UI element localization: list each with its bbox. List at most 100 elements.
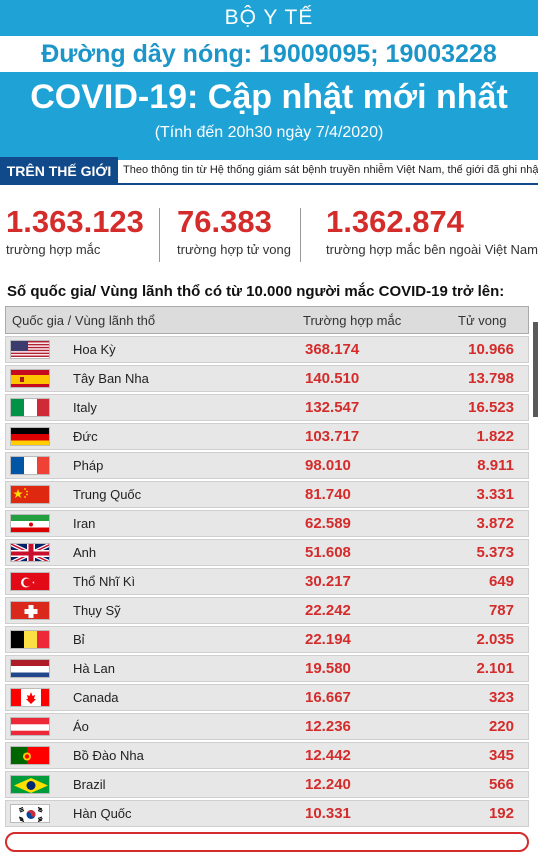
table-row: Bỉ 22.194 2.035 <box>5 626 529 653</box>
table-row: Iran 62.589 3.872 <box>5 510 529 537</box>
world-description: Theo thông tin từ Hệ thống giám sát bệnh… <box>123 164 538 176</box>
table-row: Canada 16.667 323 <box>5 684 529 711</box>
deaths-value: 323 <box>488 689 514 706</box>
canada-flag <box>10 688 50 707</box>
table-row: Pháp 98.010 8.911 <box>5 452 529 479</box>
table-row: Brazil 12.240 566 <box>5 771 529 798</box>
cases-value: 368.174 <box>305 341 360 358</box>
country-name: Canada <box>73 690 119 705</box>
deaths-value: 10.966 <box>468 341 514 358</box>
table-row: Trung Quốc 81.740 3.331 <box>5 481 529 508</box>
deaths-value: 566 <box>488 776 514 793</box>
table-row: Anh 51.608 5.373 <box>5 539 529 566</box>
countries-table: Quốc gia / Vùng lãnh thổ Trường hợp mắc … <box>5 306 529 827</box>
cases-value: 140.510 <box>305 370 360 387</box>
germany-flag <box>10 427 50 446</box>
deaths-value: 787 <box>488 602 514 619</box>
china-flag <box>10 485 50 504</box>
cases-value: 30.217 <box>305 573 351 590</box>
table-row: Thụy Sỹ 22.242 787 <box>5 597 529 624</box>
hotline-text: Đường dây nóng: 19009095; 19003228 <box>41 40 497 68</box>
table-row: Áo 12.236 220 <box>5 713 529 740</box>
update-date: (Tính đến 20h30 ngày 7/4/2020) <box>154 124 384 141</box>
spain-flag <box>10 369 50 388</box>
table-row: Hàn Quốc 10.331 192 <box>5 800 529 827</box>
country-name: Thụy Sỹ <box>73 603 121 618</box>
ministry-name: BỘ Y TẾ <box>224 6 314 29</box>
country-name: Áo <box>73 719 89 734</box>
table-body: Hoa Kỳ 368.174 10.966 Tây Ban Nha 140.510 13.… <box>5 336 529 827</box>
deaths-value: 649 <box>488 573 514 590</box>
stat-cases-outside-vietnam: 1.362.874 trường hợp mắc bên ngoài Việt … <box>326 204 538 257</box>
stat-label: trường hợp mắc bên ngoài Việt Nam <box>326 242 538 257</box>
deaths-value: 8.911 <box>477 457 514 474</box>
stat-value: 76.383 <box>177 204 272 239</box>
portugal-flag <box>10 746 50 765</box>
country-name: Hoa Kỳ <box>73 342 116 357</box>
south-korea-flag <box>10 804 50 823</box>
header-deaths: Tử vong <box>458 313 507 328</box>
deaths-value: 220 <box>488 718 514 735</box>
cases-value: 12.442 <box>305 747 351 764</box>
country-name: Đức <box>73 429 98 444</box>
table-row: Hoa Kỳ 368.174 10.966 <box>5 336 529 363</box>
deaths-value: 13.798 <box>468 370 514 387</box>
table-row: Đức 103.717 1.822 <box>5 423 529 450</box>
section-underline <box>118 183 538 185</box>
deaths-value: 3.872 <box>476 515 514 532</box>
header-banner: BỘ Y TẾ Đường dây nóng: 19009095; 190032… <box>0 0 538 160</box>
iran-flag <box>10 514 50 533</box>
deaths-value: 16.523 <box>468 399 514 416</box>
table-row: Tây Ban Nha 140.510 13.798 <box>5 365 529 392</box>
table-row: Italy 132.547 16.523 <box>5 394 529 421</box>
cases-value: 132.547 <box>305 399 360 416</box>
stat-divider <box>159 208 160 262</box>
netherlands-flag <box>10 659 50 678</box>
cases-value: 12.236 <box>305 718 351 735</box>
stat-label: trường hợp tử vong <box>177 242 291 257</box>
country-name: Hà Lan <box>73 661 115 676</box>
page-title: COVID-19: Cập nhật mới nhất <box>30 78 508 116</box>
deaths-value: 2.101 <box>476 660 514 677</box>
world-section-tag: TRÊN THẾ GIỚI <box>0 157 118 185</box>
country-name: Bồ Đào Nha <box>73 748 144 763</box>
country-name: Tây Ban Nha <box>73 371 149 386</box>
header-cases: Trường hợp mắc <box>303 313 402 328</box>
country-name: Pháp <box>73 458 104 473</box>
cases-value: 19.580 <box>305 660 351 677</box>
cases-value: 10.331 <box>305 805 351 822</box>
deaths-value: 192 <box>488 805 514 822</box>
country-name: Italy <box>73 400 97 415</box>
hotline-band <box>0 36 538 72</box>
deaths-value: 3.331 <box>476 486 514 503</box>
country-name: Anh <box>73 545 97 560</box>
deaths-value: 1.822 <box>476 428 514 445</box>
brazil-flag <box>10 775 50 794</box>
table-row: Thổ Nhĩ Kì 30.217 649 <box>5 568 529 595</box>
deaths-value: 345 <box>488 747 514 764</box>
cases-value: 62.589 <box>305 515 351 532</box>
france-flag <box>10 456 50 475</box>
stat-divider <box>300 208 301 262</box>
stat-deaths: 76.383 trường hợp tử vong <box>177 204 291 257</box>
usa-flag <box>10 340 50 359</box>
cases-value: 12.240 <box>305 776 351 793</box>
table-row: Hà Lan 19.580 2.101 <box>5 655 529 682</box>
header-country: Quốc gia / Vùng lãnh thổ <box>12 313 156 328</box>
cases-value: 22.194 <box>305 631 351 648</box>
country-name: Trung Quốc <box>73 487 142 502</box>
italy-flag <box>10 398 50 417</box>
austria-flag <box>10 717 50 736</box>
belgium-flag <box>10 630 50 649</box>
cases-value: 51.608 <box>305 544 351 561</box>
table-row: Bồ Đào Nha 12.442 345 <box>5 742 529 769</box>
switzerland-flag <box>10 601 50 620</box>
bottom-frame <box>5 832 529 852</box>
turkey-flag <box>10 572 50 591</box>
scrollbar[interactable] <box>533 322 538 417</box>
country-name: Thổ Nhĩ Kì <box>73 574 136 589</box>
cases-value: 22.242 <box>305 602 351 619</box>
country-name: Bỉ <box>73 632 85 647</box>
country-name: Brazil <box>73 777 106 792</box>
deaths-value: 5.373 <box>476 544 514 561</box>
